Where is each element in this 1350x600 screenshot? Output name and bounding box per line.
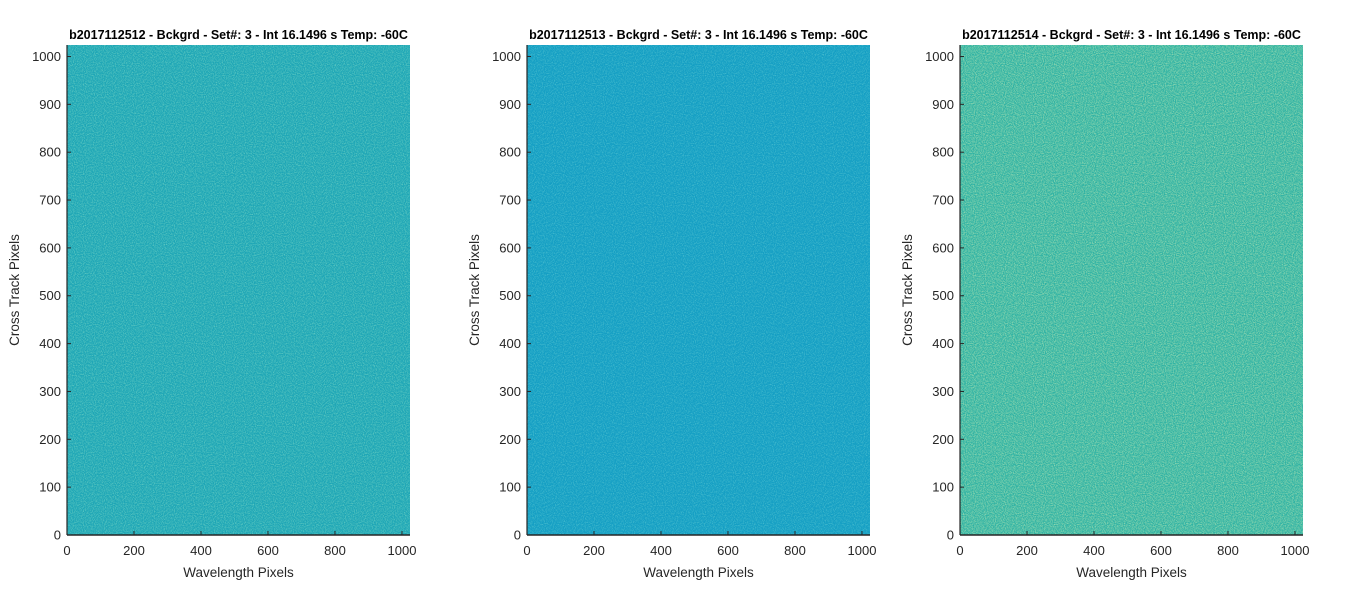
y-tick-label: 200 [499, 432, 521, 447]
y-tick-label: 700 [499, 193, 521, 208]
y-ticks: 0 100 200 300 400 500 600 700 800 900 1000 [925, 49, 964, 543]
heatmap-panel-3: b2017112514 - Bckgrd - Set#: 3 - Int 16.… [900, 28, 1309, 580]
y-tick-label: 900 [39, 97, 61, 112]
y-tick-label: 1000 [492, 49, 521, 64]
heatmap-panel-2: b2017112513 - Bckgrd - Set#: 3 - Int 16.… [467, 28, 876, 580]
y-tick-label: 0 [947, 528, 954, 543]
x-tick-label: 400 [650, 543, 672, 558]
y-axis-label: Cross Track Pixels [900, 234, 915, 346]
y-tick-label: 500 [932, 288, 954, 303]
y-tick-label: 0 [54, 528, 61, 543]
y-tick-label: 700 [932, 193, 954, 208]
x-tick-label: 800 [784, 543, 806, 558]
x-axis-label: Wavelength Pixels [183, 565, 294, 580]
y-axis-label: Cross Track Pixels [467, 234, 482, 346]
y-tick-label: 100 [932, 480, 954, 495]
y-tick-label: 700 [39, 193, 61, 208]
heatmap-noise [527, 45, 870, 535]
y-tick-label: 500 [39, 288, 61, 303]
y-tick-label: 400 [499, 336, 521, 351]
x-tick-label: 800 [1217, 543, 1239, 558]
panel-title: b2017112513 - Bckgrd - Set#: 3 - Int 16.… [529, 28, 868, 42]
x-tick-label: 200 [1016, 543, 1038, 558]
y-ticks: 0 100 200 300 400 500 600 700 800 900 1000 [32, 49, 71, 543]
x-tick-label: 600 [1150, 543, 1172, 558]
y-tick-label: 200 [39, 432, 61, 447]
y-tick-label: 100 [499, 480, 521, 495]
y-tick-label: 500 [499, 288, 521, 303]
y-tick-label: 400 [932, 336, 954, 351]
panel-title: b2017112512 - Bckgrd - Set#: 3 - Int 16.… [69, 28, 408, 42]
y-tick-label: 600 [932, 240, 954, 255]
x-tick-label: 600 [717, 543, 739, 558]
y-tick-label: 300 [499, 384, 521, 399]
x-ticks: 0 200 400 600 800 1000 [523, 531, 876, 558]
y-tick-label: 800 [39, 145, 61, 160]
y-tick-label: 300 [932, 384, 954, 399]
y-tick-label: 1000 [32, 49, 61, 64]
y-tick-label: 200 [932, 432, 954, 447]
x-tick-label: 400 [190, 543, 212, 558]
y-tick-label: 1000 [925, 49, 954, 64]
x-tick-label: 400 [1083, 543, 1105, 558]
x-tick-label: 0 [956, 543, 963, 558]
x-tick-label: 800 [324, 543, 346, 558]
y-axis-label: Cross Track Pixels [7, 234, 22, 346]
y-tick-label: 900 [932, 97, 954, 112]
heatmap-panel-1: b2017112512 - Bckgrd - Set#: 3 - Int 16.… [7, 28, 416, 580]
x-tick-label: 1000 [388, 543, 417, 558]
y-tick-label: 300 [39, 384, 61, 399]
y-ticks: 0 100 200 300 400 500 600 700 800 900 1000 [492, 49, 531, 543]
x-tick-label: 200 [123, 543, 145, 558]
x-axis-label: Wavelength Pixels [1076, 565, 1187, 580]
x-tick-label: 1000 [848, 543, 877, 558]
x-tick-label: 600 [257, 543, 279, 558]
y-tick-label: 0 [514, 528, 521, 543]
y-tick-label: 800 [932, 145, 954, 160]
y-tick-label: 900 [499, 97, 521, 112]
x-ticks: 0 200 400 600 800 1000 [63, 531, 416, 558]
x-tick-label: 200 [583, 543, 605, 558]
x-tick-label: 0 [523, 543, 530, 558]
x-tick-label: 1000 [1281, 543, 1310, 558]
x-tick-label: 0 [63, 543, 70, 558]
y-tick-label: 800 [499, 145, 521, 160]
heatmap-noise [67, 45, 410, 535]
x-axis-label: Wavelength Pixels [643, 565, 754, 580]
panel-title: b2017112514 - Bckgrd - Set#: 3 - Int 16.… [962, 28, 1301, 42]
y-tick-label: 400 [39, 336, 61, 351]
y-tick-label: 100 [39, 480, 61, 495]
x-ticks: 0 200 400 600 800 1000 [956, 531, 1309, 558]
y-tick-label: 600 [499, 240, 521, 255]
y-tick-label: 600 [39, 240, 61, 255]
heatmap-noise [960, 45, 1303, 535]
